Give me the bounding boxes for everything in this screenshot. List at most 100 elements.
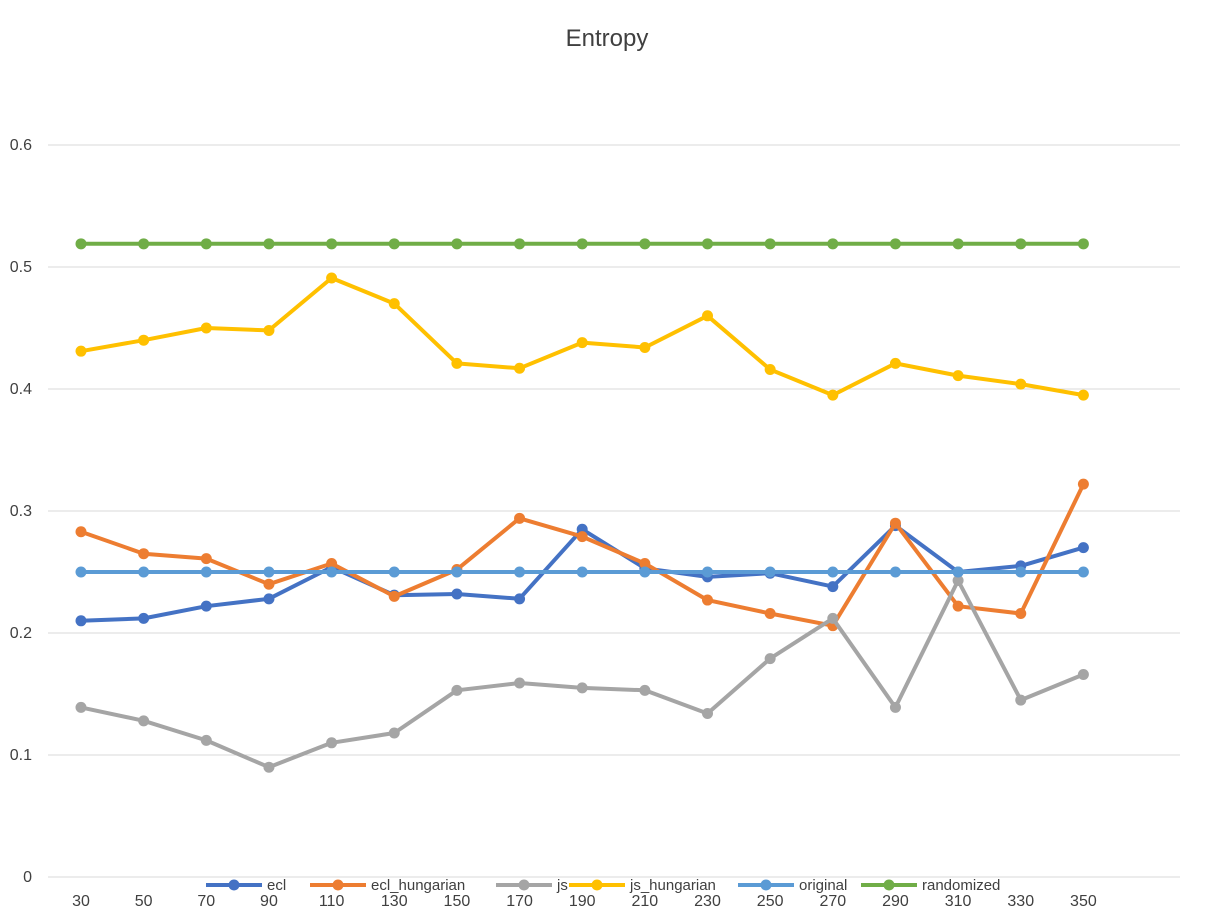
y-tick-label: 0.1 — [10, 747, 32, 764]
data-point-original — [639, 566, 651, 578]
x-tick-label: 210 — [631, 893, 658, 910]
data-point-ecl — [514, 593, 526, 605]
data-point-randomized — [1077, 238, 1089, 250]
x-tick-label: 70 — [197, 893, 215, 910]
data-point-randomized — [263, 238, 275, 250]
x-tick-label: 190 — [569, 893, 596, 910]
data-point-ecl_hungarian — [388, 590, 400, 602]
data-point-original — [263, 566, 275, 578]
data-point-ecl_hungarian — [200, 553, 212, 565]
data-point-js_hungarian — [451, 357, 463, 369]
data-point-original — [388, 566, 400, 578]
data-point-js — [451, 684, 463, 696]
data-point-js_hungarian — [326, 272, 338, 284]
data-point-js_hungarian — [514, 362, 526, 374]
data-point-js_hungarian — [827, 389, 839, 401]
x-tick-label: 90 — [260, 893, 278, 910]
data-point-js_hungarian — [576, 337, 588, 349]
data-point-randomized — [764, 238, 776, 250]
data-point-ecl_hungarian — [1077, 478, 1089, 490]
data-point-ecl_hungarian — [1015, 607, 1027, 619]
y-tick-label: 0.3 — [10, 503, 32, 520]
x-tick-label: 170 — [506, 893, 533, 910]
data-point-ecl_hungarian — [138, 548, 150, 560]
data-point-js — [75, 701, 87, 713]
data-point-original — [1015, 566, 1027, 578]
data-point-original — [451, 566, 463, 578]
data-point-js — [827, 612, 839, 624]
data-point-ecl_hungarian — [952, 600, 964, 612]
legend-swatch-marker — [760, 879, 772, 891]
legend-label: js_hungarian — [629, 877, 716, 894]
data-point-original — [75, 566, 87, 578]
data-point-js — [639, 684, 651, 696]
data-point-original — [702, 566, 713, 578]
legend: ecl ecl_hungarian js js_hungarian original ra… — [206, 877, 1000, 894]
data-point-randomized — [138, 238, 150, 250]
data-point-js — [952, 575, 964, 587]
data-point-randomized — [702, 238, 713, 250]
data-point-ecl_hungarian — [764, 607, 776, 619]
y-tick-label: 0 — [23, 869, 32, 886]
legend-item-randomized: randomized — [861, 877, 1000, 894]
chart-title: Entropy — [566, 25, 649, 52]
data-point-randomized — [75, 238, 87, 250]
series-lines — [75, 238, 1089, 773]
data-point-js — [138, 715, 150, 727]
data-point-randomized — [576, 238, 588, 250]
data-point-js — [576, 682, 588, 694]
data-point-ecl — [75, 615, 87, 627]
legend-label: ecl — [267, 877, 286, 894]
data-point-js — [326, 737, 338, 749]
data-point-js_hungarian — [1015, 378, 1027, 390]
data-point-randomized — [200, 238, 212, 250]
data-point-js — [200, 734, 212, 746]
legend-item-js: js — [496, 877, 568, 894]
data-point-ecl_hungarian — [639, 557, 651, 569]
data-point-js_hungarian — [639, 342, 651, 354]
legend-item-ecl: ecl — [206, 877, 286, 894]
legend-swatch-marker — [228, 879, 240, 891]
data-point-ecl_hungarian — [702, 594, 713, 606]
y-tick-label: 0.6 — [10, 137, 32, 154]
data-point-randomized — [451, 238, 463, 250]
data-point-ecl — [200, 600, 212, 612]
x-tick-label: 270 — [819, 893, 846, 910]
data-point-js_hungarian — [388, 298, 400, 310]
x-tick-label: 250 — [757, 893, 784, 910]
data-point-js — [1077, 668, 1089, 680]
data-point-original — [200, 566, 212, 578]
data-point-ecl — [827, 581, 839, 593]
data-point-js_hungarian — [263, 324, 275, 336]
series-original — [75, 566, 1089, 578]
x-tick-label: 150 — [444, 893, 471, 910]
legend-label: randomized — [922, 877, 1000, 894]
data-point-randomized — [952, 238, 964, 250]
x-tick-label: 130 — [381, 893, 408, 910]
data-point-ecl_hungarian — [263, 578, 275, 590]
x-tick-label: 30 — [72, 893, 90, 910]
data-point-ecl_hungarian — [326, 557, 338, 569]
data-point-original — [514, 566, 526, 578]
data-point-js_hungarian — [200, 322, 212, 334]
data-point-js — [889, 701, 901, 713]
data-point-randomized — [889, 238, 901, 250]
data-point-original — [889, 566, 901, 578]
legend-label: js — [556, 877, 568, 894]
data-point-js_hungarian — [138, 334, 150, 346]
data-point-js — [1015, 694, 1027, 706]
data-point-js — [514, 677, 526, 689]
y-tick-label: 0.4 — [10, 381, 32, 398]
series-js — [75, 575, 1089, 773]
data-point-ecl — [451, 588, 463, 600]
x-axis-ticks: 30 50 70 90 110 130 150 170 190 210 230 250 270 290 31… — [72, 893, 1097, 910]
legend-label: ecl_hungarian — [371, 877, 465, 894]
legend-item-ecl_hungarian: ecl_hungarian — [310, 877, 465, 894]
data-point-js — [388, 727, 400, 739]
data-point-js — [263, 761, 275, 773]
data-point-original — [952, 566, 964, 578]
series-js_hungarian — [75, 272, 1089, 401]
x-tick-label: 310 — [945, 893, 972, 910]
legend-swatch-marker — [883, 879, 895, 891]
